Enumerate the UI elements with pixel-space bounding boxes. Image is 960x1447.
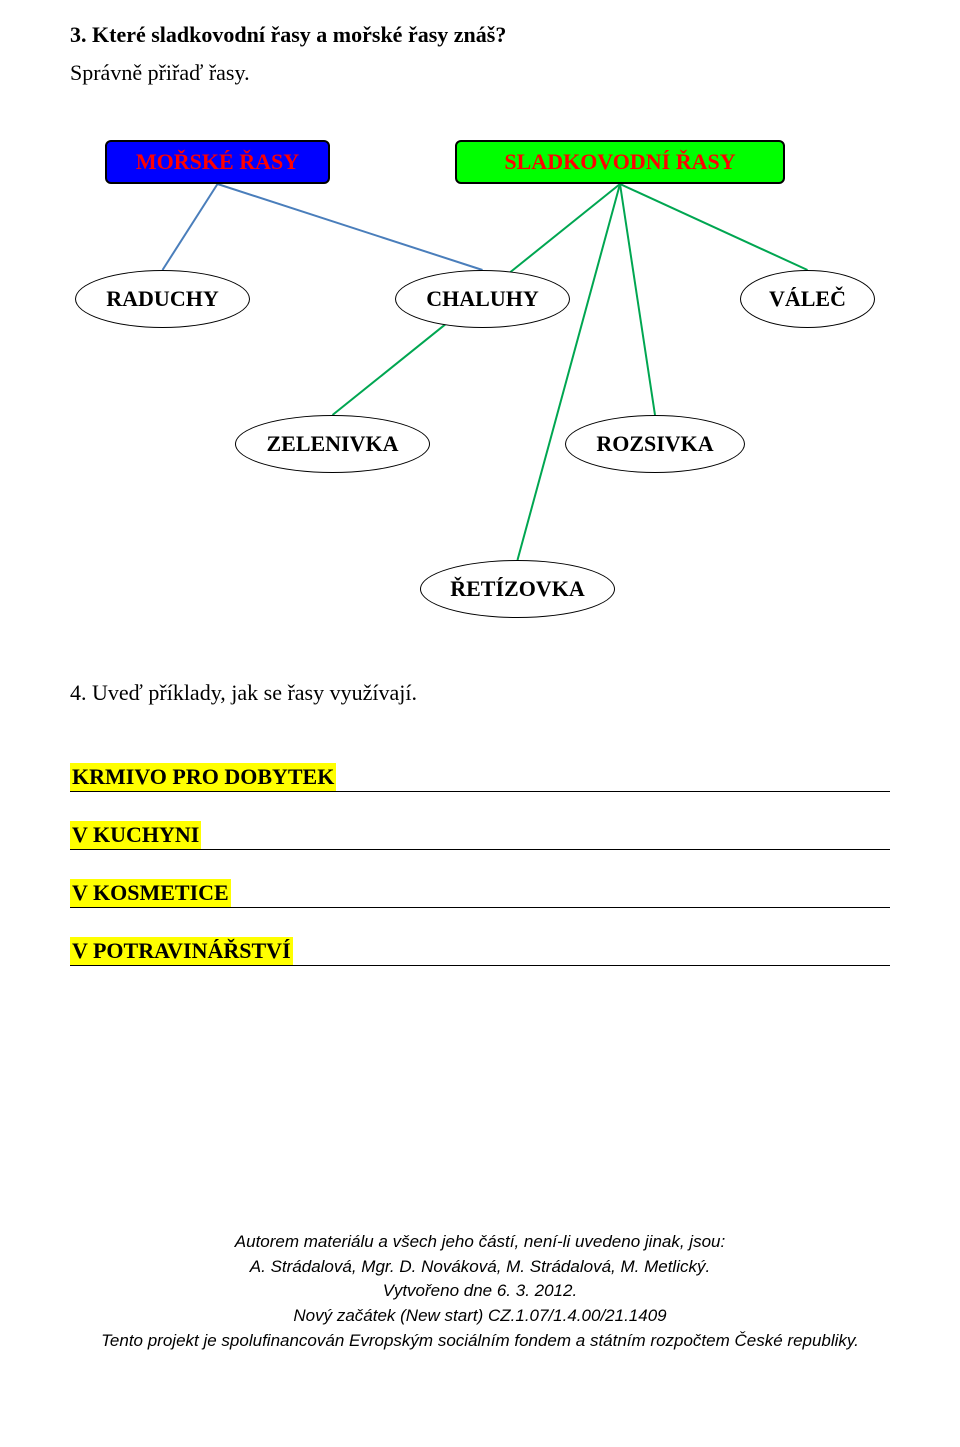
node-valec: VÁLEČ — [740, 270, 875, 328]
answer-text: V KUCHYNI — [70, 821, 201, 849]
node-chaluhy: CHALUHY — [395, 270, 570, 328]
edge-sladkovodni-rozsivka — [620, 184, 655, 415]
node-rozsivka: ROZSIVKA — [565, 415, 745, 473]
answer-row: V POTRAVINÁŘSTVÍ — [70, 934, 890, 966]
page: 3. Které sladkovodní řasy a mořské řasy … — [0, 0, 960, 1447]
question4-title: 4. Uveď příklady, jak se řasy využívají. — [70, 680, 417, 706]
footer-line: Tento projekt je spolufinancován Evropsk… — [0, 1329, 960, 1354]
answer-text: V POTRAVINÁŘSTVÍ — [70, 937, 293, 965]
node-morske: MOŘSKÉ ŘASY — [105, 140, 330, 184]
node-zelenivka: ZELENIVKA — [235, 415, 430, 473]
footer-line: Vytvořeno dne 6. 3. 2012. — [0, 1279, 960, 1304]
question3-subtitle: Správně přiřaď řasy. — [70, 60, 250, 86]
edge-sladkovodni-retizovka — [518, 184, 621, 560]
edge-morske-raduchy — [163, 184, 218, 270]
edge-morske-chaluhy — [218, 184, 483, 270]
node-raduchy: RADUCHY — [75, 270, 250, 328]
node-retizovka: ŘETÍZOVKA — [420, 560, 615, 618]
footer-line: Autorem materiálu a všech jeho částí, ne… — [0, 1230, 960, 1255]
answer-row: KRMIVO PRO DOBYTEK — [70, 760, 890, 792]
footer-line: Nový začátek (New start) CZ.1.07/1.4.00/… — [0, 1304, 960, 1329]
answer-row: V KUCHYNI — [70, 818, 890, 850]
answer-text: V KOSMETICE — [70, 879, 231, 907]
question3-title: 3. Které sladkovodní řasy a mořské řasy … — [70, 22, 506, 48]
page-footer: Autorem materiálu a všech jeho částí, ne… — [0, 1230, 960, 1353]
node-sladkovodni: SLADKOVODNÍ ŘASY — [455, 140, 785, 184]
answer-row: V KOSMETICE — [70, 876, 890, 908]
footer-line: A. Strádalová, Mgr. D. Nováková, M. Strá… — [0, 1255, 960, 1280]
answer-text: KRMIVO PRO DOBYTEK — [70, 763, 336, 791]
edge-sladkovodni-valec — [620, 184, 808, 270]
